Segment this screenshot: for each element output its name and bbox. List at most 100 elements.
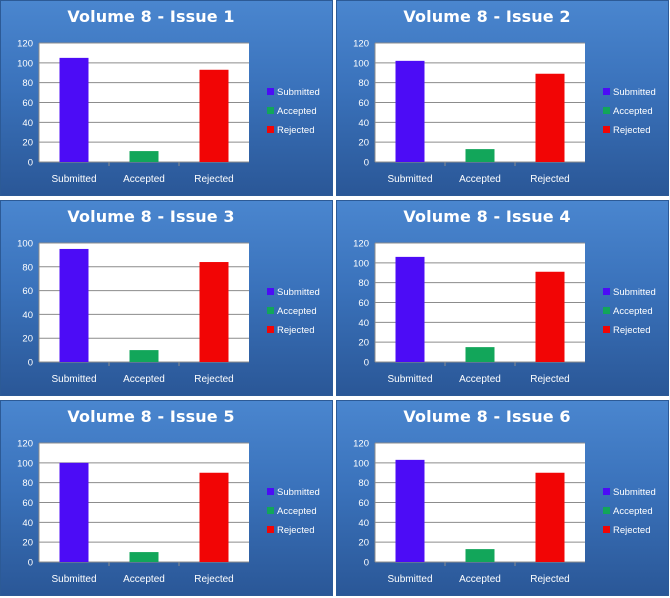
legend-label: Submitted (277, 487, 320, 498)
legend-label: Rejected (613, 125, 651, 136)
legend-label: Submitted (277, 287, 320, 298)
x-tick-label: Submitted (51, 374, 96, 385)
chart-title: Volume 8 - Issue 2 (403, 7, 571, 26)
legend-swatch-submitted (603, 488, 610, 495)
y-tick-label: 40 (358, 518, 369, 529)
bar-submitted (395, 60, 425, 162)
y-tick-label: 80 (358, 478, 369, 489)
legend-swatch-rejected (603, 326, 610, 333)
legend-label: Accepted (613, 106, 653, 117)
legend-label: Rejected (613, 525, 651, 536)
legend-label: Accepted (277, 506, 317, 517)
x-tick-label: Submitted (387, 574, 432, 585)
x-tick-label: Submitted (51, 574, 96, 585)
bar-submitted (59, 462, 89, 562)
bar-accepted (465, 347, 495, 362)
bar-rejected (535, 271, 565, 362)
legend-swatch-rejected (267, 126, 274, 133)
x-tick-label: Accepted (123, 174, 165, 185)
chart-title: Volume 8 - Issue 5 (67, 407, 235, 426)
legend-swatch-submitted (267, 488, 274, 495)
y-tick-label: 120 (17, 439, 33, 450)
y-tick-label: 120 (353, 239, 369, 250)
legend-swatch-submitted (267, 88, 274, 95)
y-tick-label: 40 (22, 118, 33, 129)
y-tick-label: 0 (28, 558, 33, 569)
y-tick-label: 60 (22, 498, 33, 509)
y-tick-label: 0 (364, 158, 369, 169)
chart-title: Volume 8 - Issue 4 (403, 207, 571, 226)
y-tick-label: 0 (364, 358, 369, 369)
chart-panel-5: Volume 8 - Issue 5 0 20 40 60 80 100 120 Submit… (0, 400, 333, 596)
y-tick-label: 40 (22, 310, 33, 321)
y-tick-label: 100 (17, 458, 33, 469)
legend-swatch-accepted (267, 507, 274, 514)
legend-label: Rejected (277, 325, 315, 336)
bar-chart: 0 20 40 60 80 100 120 Submitted Accepted Rejected… (353, 439, 656, 586)
legend-swatch-accepted (603, 507, 610, 514)
x-tick-label: Rejected (194, 374, 233, 385)
legend-swatch-accepted (603, 107, 610, 114)
y-tick-label: 100 (353, 458, 369, 469)
bar-rejected (199, 69, 229, 162)
y-tick-label: 60 (22, 286, 33, 297)
y-tick-label: 60 (22, 98, 33, 109)
x-tick-label: Submitted (387, 374, 432, 385)
y-tick-label: 0 (364, 558, 369, 569)
y-tick-label: 100 (17, 58, 33, 69)
legend-swatch-rejected (267, 326, 274, 333)
bar-accepted (465, 149, 495, 162)
y-tick-label: 40 (358, 118, 369, 129)
bar-submitted (395, 459, 425, 562)
chart-panel-3: Volume 8 - Issue 3 0 20 40 60 80 100 Submitted… (0, 200, 333, 396)
legend-swatch-rejected (603, 526, 610, 533)
bar-rejected (535, 73, 565, 162)
x-tick-label: Accepted (459, 174, 501, 185)
x-tick-label: Rejected (530, 574, 569, 585)
y-tick-label: 20 (358, 138, 369, 149)
bar-accepted (129, 350, 159, 362)
legend-label: Submitted (613, 87, 656, 98)
bar-chart: 0 20 40 60 80 100 120 Submitted Accepted Rejected… (353, 239, 656, 386)
y-tick-label: 100 (17, 239, 33, 250)
legend-label: Submitted (613, 487, 656, 498)
x-tick-label: Rejected (530, 174, 569, 185)
y-tick-label: 120 (353, 39, 369, 50)
x-tick-label: Rejected (194, 174, 233, 185)
legend-swatch-submitted (267, 288, 274, 295)
chart-title: Volume 8 - Issue 6 (403, 407, 571, 426)
y-tick-label: 0 (28, 358, 33, 369)
bar-chart: 0 20 40 60 80 100 120 Submitted Accepted Rejected… (17, 439, 320, 586)
legend-label: Accepted (613, 306, 653, 317)
y-tick-label: 120 (17, 39, 33, 50)
legend-label: Submitted (277, 87, 320, 98)
chart-title: Volume 8 - Issue 1 (67, 7, 235, 26)
bar-submitted (395, 256, 425, 362)
y-tick-label: 40 (22, 518, 33, 529)
y-tick-label: 120 (353, 439, 369, 450)
legend-swatch-accepted (267, 307, 274, 314)
bar-accepted (129, 552, 159, 562)
x-tick-label: Accepted (123, 574, 165, 585)
legend-swatch-submitted (603, 88, 610, 95)
y-tick-label: 80 (358, 78, 369, 89)
legend-swatch-rejected (603, 126, 610, 133)
legend-swatch-accepted (267, 107, 274, 114)
bar-accepted (465, 549, 495, 562)
x-tick-label: Accepted (123, 374, 165, 385)
y-tick-label: 0 (28, 158, 33, 169)
legend-swatch-submitted (603, 288, 610, 295)
bar-accepted (129, 151, 159, 162)
chart-title: Volume 8 - Issue 3 (67, 207, 235, 226)
bar-chart: 0 20 40 60 80 100 120 Submitted Accepted Rejected… (17, 39, 320, 186)
legend-label: Accepted (277, 106, 317, 117)
y-tick-label: 20 (22, 138, 33, 149)
x-tick-label: Rejected (194, 574, 233, 585)
y-tick-label: 80 (22, 78, 33, 89)
bar-rejected (199, 262, 229, 362)
y-tick-label: 100 (353, 58, 369, 69)
chart-panel-2: Volume 8 - Issue 2 0 20 40 60 80 100 120 Submit… (336, 0, 669, 196)
legend-label: Rejected (277, 525, 315, 536)
y-tick-label: 20 (358, 338, 369, 349)
bar-chart: 0 20 40 60 80 100 Submitted Accepted Rejected Sub… (17, 239, 320, 386)
